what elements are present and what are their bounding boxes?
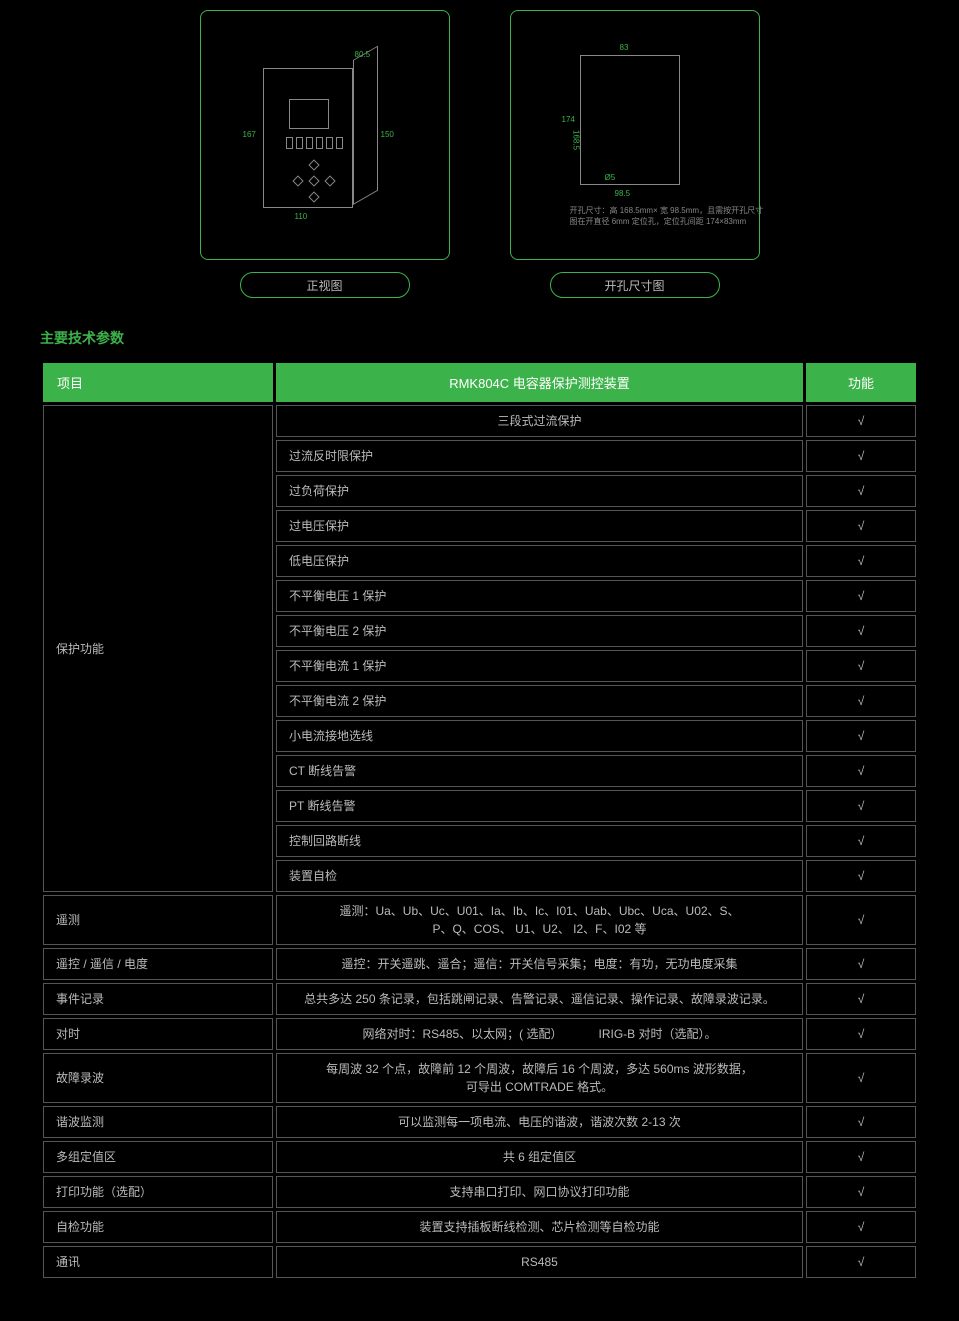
- check-cell: √: [806, 615, 916, 647]
- desc-cell: 不平衡电压 1 保护: [276, 580, 803, 612]
- check-cell: √: [806, 1106, 916, 1138]
- desc-cell: 遥控：开关遥跳、遥合；遥信：开关信号采集；电度：有功，无功电度采集: [276, 948, 803, 980]
- desc-cell: 每周波 32 个点，故障前 12 个周波，故障后 16 个周波，多达 560ms…: [276, 1053, 803, 1103]
- desc-cell: 总共多达 250 条记录，包括跳闸记录、告警记录、遥信记录、操作记录、故障录波记…: [276, 983, 803, 1015]
- category-cell: 自检功能: [43, 1211, 273, 1243]
- spec-table: 项目 RMK804C 电容器保护测控装置 功能 保护功能三段式过流保护√过流反时…: [40, 360, 919, 1281]
- dim-side: 150: [381, 130, 394, 139]
- check-cell: √: [806, 755, 916, 787]
- check-cell: √: [806, 1246, 916, 1278]
- check-cell: √: [806, 720, 916, 752]
- section-title: 主要技术参数: [40, 328, 919, 348]
- check-cell: √: [806, 650, 916, 682]
- cutout-drawing: 83 174 168.5 98.5 Ø5 开孔尺寸：高 168.5mm× 宽 9…: [560, 45, 710, 225]
- check-cell: √: [806, 948, 916, 980]
- desc-cell: 共 6 组定值区: [276, 1141, 803, 1173]
- front-view-box: 167 110 80.5 150: [200, 10, 450, 260]
- dim-w: 110: [295, 212, 308, 221]
- category-cell: 多组定值区: [43, 1141, 273, 1173]
- category-cell: 打印功能（选配）: [43, 1176, 273, 1208]
- category-cell: 遥测: [43, 895, 273, 945]
- dim-left: 174: [562, 115, 575, 124]
- desc-cell: 过负荷保护: [276, 475, 803, 507]
- desc-cell: 不平衡电流 2 保护: [276, 685, 803, 717]
- th-func: 功能: [806, 363, 916, 402]
- category-cell: 通讯: [43, 1246, 273, 1278]
- check-cell: √: [806, 475, 916, 507]
- check-cell: √: [806, 825, 916, 857]
- check-cell: √: [806, 580, 916, 612]
- table-row: 保护功能三段式过流保护√: [43, 405, 916, 437]
- dim-left2: 168.5: [572, 130, 581, 150]
- desc-cell: 装置自检: [276, 860, 803, 892]
- check-cell: √: [806, 405, 916, 437]
- th-item: 项目: [43, 363, 273, 402]
- desc-cell: CT 断线告警: [276, 755, 803, 787]
- table-row: 多组定值区共 6 组定值区√: [43, 1141, 916, 1173]
- dim-hole: Ø5: [605, 173, 616, 182]
- desc-cell: 不平衡电压 2 保护: [276, 615, 803, 647]
- check-cell: √: [806, 983, 916, 1015]
- check-cell: √: [806, 1176, 916, 1208]
- category-cell: 对时: [43, 1018, 273, 1050]
- category-cell: 事件记录: [43, 983, 273, 1015]
- check-cell: √: [806, 685, 916, 717]
- front-view-label: 正视图: [240, 272, 410, 298]
- desc-cell: 控制回路断线: [276, 825, 803, 857]
- table-row: 自检功能装置支持插板断线检测、芯片检测等自检功能√: [43, 1211, 916, 1243]
- desc-cell: 装置支持插板断线检测、芯片检测等自检功能: [276, 1211, 803, 1243]
- cutout-note: 开孔尺寸：高 168.5mm× 宽 98.5mm，且需按开孔尺寸图在开直径 6m…: [570, 205, 770, 227]
- cutout-label: 开孔尺寸图: [550, 272, 720, 298]
- dim-bottom: 98.5: [615, 189, 631, 198]
- check-cell: √: [806, 860, 916, 892]
- check-cell: √: [806, 510, 916, 542]
- dim-h: 167: [243, 130, 256, 139]
- check-cell: √: [806, 1053, 916, 1103]
- desc-cell: 不平衡电流 1 保护: [276, 650, 803, 682]
- check-cell: √: [806, 1141, 916, 1173]
- table-header-row: 项目 RMK804C 电容器保护测控装置 功能: [43, 363, 916, 402]
- check-cell: √: [806, 1018, 916, 1050]
- table-row: 谐波监测可以监测每一项电流、电压的谐波，谐波次数 2-13 次√: [43, 1106, 916, 1138]
- category-cell: 保护功能: [43, 405, 273, 892]
- desc-cell: 过流反时限保护: [276, 440, 803, 472]
- desc-cell: 小电流接地选线: [276, 720, 803, 752]
- check-cell: √: [806, 1211, 916, 1243]
- desc-cell: 遥测：Ua、Ub、Uc、U01、Ia、Ib、Ic、I01、Uab、Ubc、Uca…: [276, 895, 803, 945]
- desc-cell: 可以监测每一项电流、电压的谐波，谐波次数 2-13 次: [276, 1106, 803, 1138]
- th-desc: RMK804C 电容器保护测控装置: [276, 363, 803, 402]
- category-cell: 故障录波: [43, 1053, 273, 1103]
- cutout-box: 83 174 168.5 98.5 Ø5 开孔尺寸：高 168.5mm× 宽 9…: [510, 10, 760, 260]
- desc-cell: PT 断线告警: [276, 790, 803, 822]
- table-row: 打印功能（选配）支持串口打印、网口协议打印功能√: [43, 1176, 916, 1208]
- cutout-col: 83 174 168.5 98.5 Ø5 开孔尺寸：高 168.5mm× 宽 9…: [510, 10, 760, 298]
- check-cell: √: [806, 545, 916, 577]
- desc-cell: 网络对时：RS485、以太网；( 选配） IRIG-B 对时（选配）。: [276, 1018, 803, 1050]
- table-row: 通讯RS485√: [43, 1246, 916, 1278]
- table-row: 对时网络对时：RS485、以太网；( 选配） IRIG-B 对时（选配）。√: [43, 1018, 916, 1050]
- front-view-col: 167 110 80.5 150 正视图: [200, 10, 450, 298]
- table-row: 遥控 / 遥信 / 电度遥控：开关遥跳、遥合；遥信：开关信号采集；电度：有功，无…: [43, 948, 916, 980]
- check-cell: √: [806, 895, 916, 945]
- table-row: 故障录波每周波 32 个点，故障前 12 个周波，故障后 16 个周波，多达 5…: [43, 1053, 916, 1103]
- desc-cell: 三段式过流保护: [276, 405, 803, 437]
- dim-top: 83: [620, 43, 629, 52]
- category-cell: 谐波监测: [43, 1106, 273, 1138]
- desc-cell: RS485: [276, 1246, 803, 1278]
- check-cell: √: [806, 440, 916, 472]
- dim-top: 80.5: [355, 50, 371, 59]
- diagram-row: 167 110 80.5 150 正视图 83 174 168.5 98.5 Ø…: [40, 10, 919, 298]
- table-row: 事件记录总共多达 250 条记录，包括跳闸记录、告警记录、遥信记录、操作记录、故…: [43, 983, 916, 1015]
- check-cell: √: [806, 790, 916, 822]
- desc-cell: 支持串口打印、网口协议打印功能: [276, 1176, 803, 1208]
- device-drawing: 167 110 80.5 150: [255, 50, 395, 220]
- desc-cell: 过电压保护: [276, 510, 803, 542]
- table-row: 遥测遥测：Ua、Ub、Uc、U01、Ia、Ib、Ic、I01、Uab、Ubc、U…: [43, 895, 916, 945]
- category-cell: 遥控 / 遥信 / 电度: [43, 948, 273, 980]
- desc-cell: 低电压保护: [276, 545, 803, 577]
